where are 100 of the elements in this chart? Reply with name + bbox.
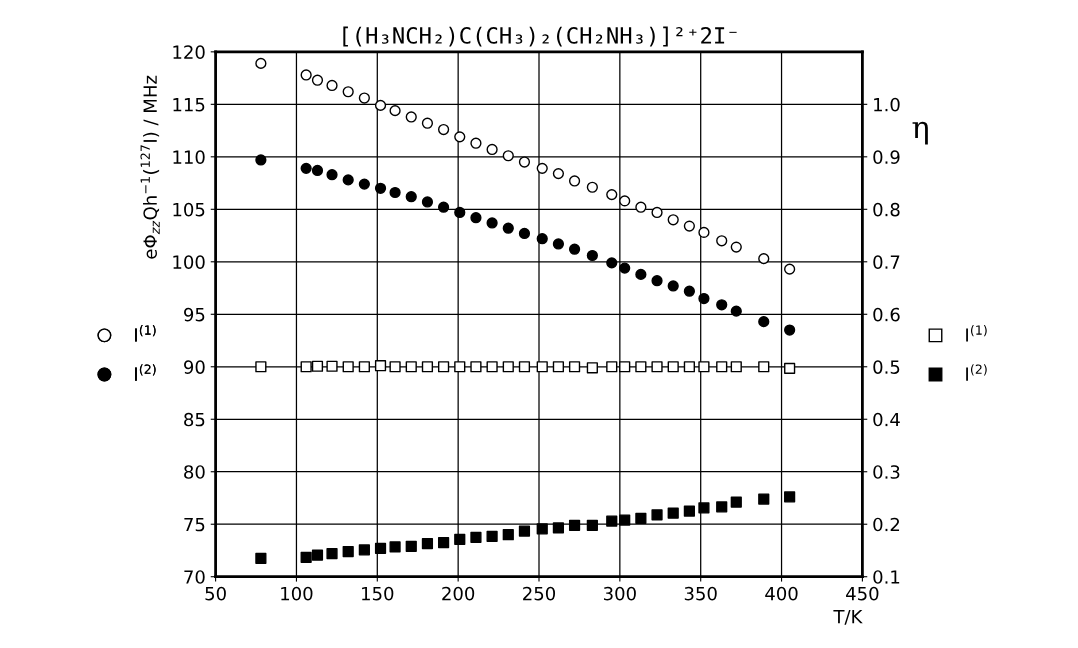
x-tick-label: 300 [603,586,636,601]
point [486,143,498,156]
x-axis-title: T/K [833,610,863,625]
point [311,549,324,561]
point [552,361,565,373]
point [586,362,598,374]
y-tick-label: 85 [184,412,205,427]
point [586,519,598,531]
x-tick-label: 400 [765,586,798,601]
y-tick-label: 90 [184,360,205,374]
point [342,86,354,98]
point [683,505,695,517]
point [486,361,498,373]
y2-tick-label: 0.4 [873,412,900,427]
point [667,507,679,519]
point [470,531,482,543]
point [635,268,647,280]
point [405,191,417,203]
point [716,235,728,247]
y2-tick-label: 1.0 [874,97,900,112]
point [568,175,581,187]
point [784,263,796,275]
y-tick-label: 120 [173,45,205,59]
point [486,530,498,542]
point [683,361,695,373]
point [730,241,742,253]
point [716,501,728,513]
y-tick-label: 75 [184,517,205,532]
point [437,536,450,549]
point [651,361,663,373]
y2-tick-label: 0.9 [873,150,900,164]
y-tick-label: 70 [184,570,205,584]
point [758,361,770,373]
point [635,512,647,525]
point [255,154,267,166]
point [486,217,498,229]
point [255,57,267,69]
point [389,361,401,373]
point [405,361,417,373]
point [255,361,267,373]
legend-label: I$^{(2)}$ [135,364,156,381]
point [374,360,387,372]
point [568,519,581,531]
point [683,220,695,232]
point [405,111,417,123]
point [374,99,387,111]
point [536,233,548,245]
point [758,493,770,505]
point [374,182,387,194]
x-tick-label: 50 [205,586,226,601]
y-tick-label: 110 [173,150,205,164]
point [619,195,631,207]
point [635,201,647,213]
point [454,361,466,373]
point [730,496,742,508]
point [470,137,482,149]
x-tick-label: 100 [281,586,313,601]
point [619,361,631,373]
point [358,544,370,556]
point [342,174,354,186]
point [698,361,710,373]
point [518,227,531,240]
point [552,238,565,250]
point [784,362,796,374]
point [437,201,450,213]
point [470,212,482,224]
point [518,525,531,537]
point [454,131,466,143]
y-tick-label: 80 [184,465,205,479]
point [311,164,324,177]
point [651,206,663,219]
point [667,214,679,226]
point [326,548,338,560]
y2-tick-label: 0.7 [873,255,900,269]
y2-tick-label: 0.3 [873,465,900,479]
point [716,299,728,311]
point [536,523,548,535]
point [358,92,370,104]
point [502,361,514,373]
x-tick-label: 250 [523,586,556,601]
y-axis-title: eΦ$_{zz}$Qh$^{−1}$($^{127}$I) / MHz [140,75,160,259]
point [454,206,466,219]
y2-tick-label: 0.8 [873,202,900,217]
point [326,360,338,372]
y2-tick-label: 0.6 [873,307,900,322]
point [437,123,450,136]
point [255,552,267,564]
point [502,150,514,162]
point [421,361,434,373]
point [358,361,370,373]
point [374,542,387,554]
point [518,156,531,168]
point [698,502,710,514]
point [667,361,679,373]
y-tick-label: 105 [173,202,205,217]
point [326,169,338,181]
point [358,178,370,190]
point [606,257,618,269]
y2-axis-title: η [912,121,928,145]
point [502,222,514,234]
